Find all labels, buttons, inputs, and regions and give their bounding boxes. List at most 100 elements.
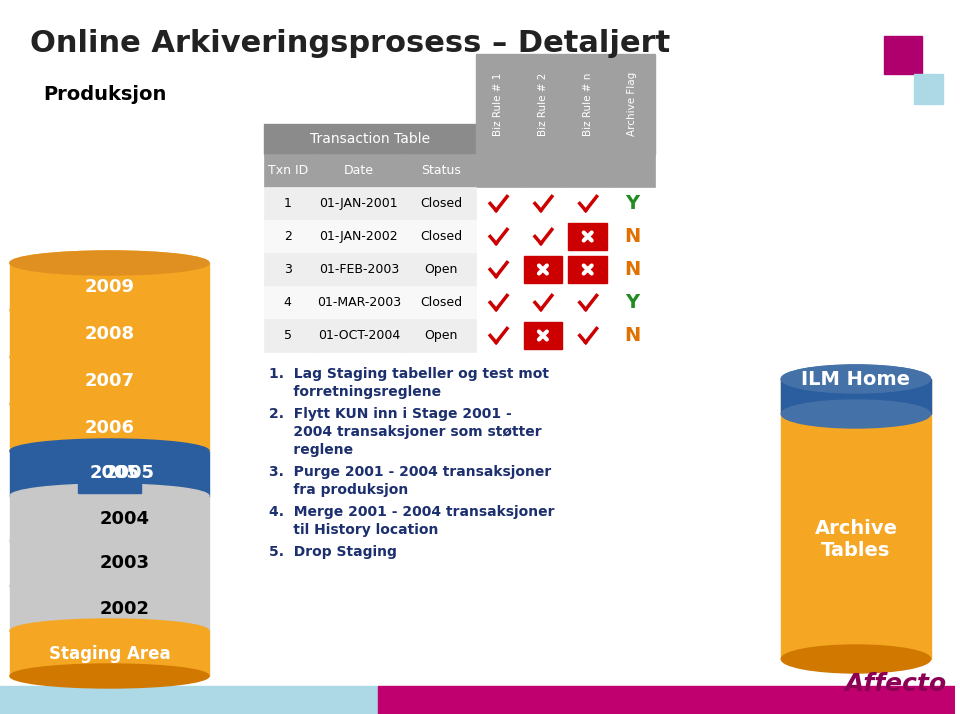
Text: Archive Flag: Archive Flag <box>628 72 637 136</box>
Text: Staging Area: Staging Area <box>49 645 170 663</box>
Text: N: N <box>624 227 640 246</box>
Bar <box>479 289 517 316</box>
Text: Transaction Table: Transaction Table <box>310 132 430 146</box>
Text: 2.  Flytt KUN inn i Stage 2001 -: 2. Flytt KUN inn i Stage 2001 - <box>269 407 512 421</box>
Bar <box>781 379 930 659</box>
Bar <box>264 319 311 352</box>
Bar <box>311 154 406 187</box>
Ellipse shape <box>781 400 930 428</box>
Bar <box>479 190 517 217</box>
Text: Y: Y <box>625 194 639 213</box>
Text: 4.  Merge 2001 - 2004 transaksjoner: 4. Merge 2001 - 2004 transaksjoner <box>269 505 554 519</box>
FancyBboxPatch shape <box>78 454 141 493</box>
Ellipse shape <box>10 392 209 416</box>
Text: 2: 2 <box>284 230 292 243</box>
Bar <box>10 310 209 357</box>
Bar <box>781 379 930 414</box>
Ellipse shape <box>10 529 209 553</box>
Text: Biz Rule # 1: Biz Rule # 1 <box>493 72 503 136</box>
Bar <box>568 223 607 250</box>
Bar <box>311 220 406 253</box>
Bar <box>479 223 517 250</box>
Text: 2005: 2005 <box>89 465 139 483</box>
Bar <box>884 36 922 74</box>
Bar <box>311 187 406 220</box>
Bar <box>520 154 565 187</box>
Text: 01-MAR-2003: 01-MAR-2003 <box>317 296 401 309</box>
Ellipse shape <box>10 439 209 463</box>
Text: 2007: 2007 <box>84 371 134 390</box>
Ellipse shape <box>10 664 209 688</box>
Text: 2008: 2008 <box>84 324 134 343</box>
Bar <box>611 54 655 154</box>
Text: Closed: Closed <box>420 197 462 210</box>
Text: Online Arkiveringsprosess – Detaljert: Online Arkiveringsprosess – Detaljert <box>30 29 670 58</box>
Bar <box>568 256 607 283</box>
Text: 2006: 2006 <box>84 418 134 436</box>
Bar <box>523 256 563 283</box>
Bar <box>10 631 209 676</box>
Text: Open: Open <box>424 329 458 342</box>
Bar <box>568 322 607 349</box>
Text: 2004 transaksjoner som støtter: 2004 transaksjoner som støtter <box>269 425 541 439</box>
Text: 2002: 2002 <box>100 600 150 618</box>
Bar <box>264 187 311 220</box>
Bar <box>568 256 607 283</box>
Text: 5: 5 <box>283 329 292 342</box>
Ellipse shape <box>10 574 209 598</box>
Bar <box>565 154 611 187</box>
Bar <box>10 496 209 541</box>
Ellipse shape <box>10 298 209 322</box>
Bar <box>10 404 209 451</box>
Ellipse shape <box>10 251 209 275</box>
Bar <box>568 190 607 217</box>
Bar <box>914 74 944 104</box>
Text: Status: Status <box>420 164 461 177</box>
Text: N: N <box>624 326 640 345</box>
Bar <box>611 154 655 187</box>
Text: Closed: Closed <box>420 296 462 309</box>
Text: 4: 4 <box>284 296 292 309</box>
Text: Closed: Closed <box>420 230 462 243</box>
Bar <box>406 187 476 220</box>
Ellipse shape <box>10 345 209 369</box>
Text: forretningsreglene: forretningsreglene <box>269 385 441 399</box>
Bar <box>476 54 520 154</box>
Ellipse shape <box>10 484 209 508</box>
Bar <box>0 686 378 714</box>
Bar <box>264 220 311 253</box>
Text: Txn ID: Txn ID <box>268 164 308 177</box>
Text: 5.  Drop Staging: 5. Drop Staging <box>269 545 396 559</box>
Text: 3.  Purge 2001 - 2004 transaksjoner: 3. Purge 2001 - 2004 transaksjoner <box>269 465 551 479</box>
Text: 3: 3 <box>284 263 292 276</box>
Ellipse shape <box>781 365 930 393</box>
Bar <box>406 220 476 253</box>
Bar <box>10 586 209 631</box>
Text: Archive
Tables: Archive Tables <box>814 518 898 560</box>
Text: Biz Rule # 2: Biz Rule # 2 <box>538 72 548 136</box>
Text: 1.  Lag Staging tabeller og test mot: 1. Lag Staging tabeller og test mot <box>269 367 549 381</box>
Bar <box>520 54 565 154</box>
Bar <box>406 253 476 286</box>
Text: 01-JAN-2002: 01-JAN-2002 <box>320 230 398 243</box>
Text: Biz Rule # n: Biz Rule # n <box>583 72 592 136</box>
Bar <box>406 319 476 352</box>
Text: 01-FEB-2003: 01-FEB-2003 <box>319 263 399 276</box>
Bar <box>406 154 476 187</box>
Bar <box>568 289 607 316</box>
Bar <box>568 223 607 250</box>
Bar <box>479 256 517 283</box>
Bar <box>523 322 563 349</box>
Bar <box>523 289 563 316</box>
Bar <box>378 686 955 714</box>
Bar <box>10 451 209 496</box>
Text: reglene: reglene <box>269 443 353 457</box>
Text: fra produksjon: fra produksjon <box>269 483 408 497</box>
Ellipse shape <box>10 251 209 275</box>
Bar <box>565 54 611 154</box>
Bar <box>311 319 406 352</box>
Text: til History location: til History location <box>269 523 438 537</box>
Ellipse shape <box>10 619 209 643</box>
Text: N: N <box>624 260 640 279</box>
Text: Open: Open <box>424 263 458 276</box>
